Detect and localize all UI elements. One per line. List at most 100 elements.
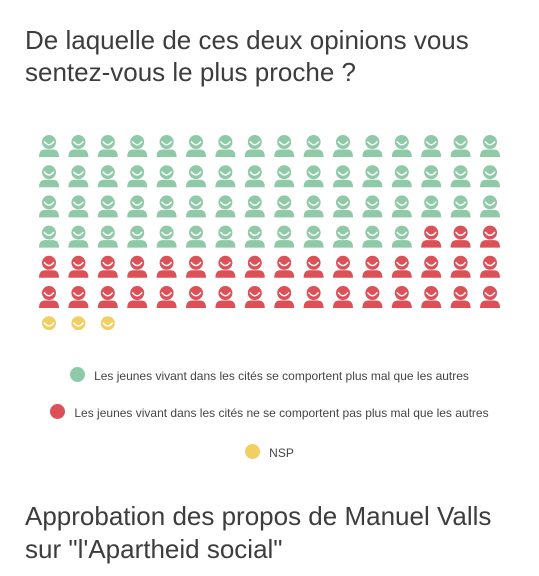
person-icon xyxy=(244,135,265,157)
person-icon xyxy=(156,225,177,248)
person-icon xyxy=(68,225,89,248)
person-icon xyxy=(480,225,500,248)
person-icon xyxy=(215,255,236,278)
person-icon xyxy=(244,286,265,308)
person-icon xyxy=(421,165,442,188)
person-icon xyxy=(303,286,324,308)
person-icon xyxy=(186,255,206,278)
person-icon xyxy=(97,195,118,218)
person-icon xyxy=(186,195,206,218)
legend-item-1[interactable]: Les jeunes vivant dans les cités se comp… xyxy=(0,367,539,383)
person-icon xyxy=(68,255,89,278)
person-icon xyxy=(244,195,265,218)
person-icon xyxy=(480,255,500,278)
person-icon xyxy=(391,286,412,308)
person-icon xyxy=(362,255,383,278)
person-icon xyxy=(421,255,442,278)
legend-item-2[interactable]: Les jeunes vivant dans les cités ne se c… xyxy=(0,404,539,420)
person-icon xyxy=(97,165,118,188)
person-icon xyxy=(127,165,148,188)
person-icon xyxy=(421,195,442,218)
person-icon xyxy=(186,135,206,157)
person-icon xyxy=(421,286,442,308)
person-icon xyxy=(450,225,471,248)
person-icon xyxy=(303,225,324,248)
person-icon xyxy=(156,135,177,157)
legend-dot-1 xyxy=(70,367,86,383)
person-icon xyxy=(39,286,59,308)
legend-item-3[interactable]: NSP xyxy=(0,444,539,460)
person-icon xyxy=(215,165,236,188)
person-icon xyxy=(333,165,353,188)
person-icon xyxy=(391,225,412,248)
person-icon xyxy=(274,195,295,218)
person-icon xyxy=(480,286,500,308)
person-icon xyxy=(391,255,412,278)
person-icon xyxy=(215,225,236,248)
person-icon xyxy=(127,135,148,157)
person-icon xyxy=(186,165,206,188)
person-icon xyxy=(362,286,383,308)
person-icon xyxy=(39,135,59,157)
person-icon xyxy=(71,316,86,330)
person-icon xyxy=(156,165,177,188)
person-icon xyxy=(450,255,471,278)
person-icon xyxy=(244,165,265,188)
legend-label-3: NSP xyxy=(269,445,294,460)
person-icon xyxy=(68,195,89,218)
person-icon xyxy=(186,286,206,308)
person-icon xyxy=(97,135,118,157)
person-icon xyxy=(127,195,148,218)
person-icon xyxy=(480,135,500,157)
person-icon xyxy=(450,286,471,308)
legend-label-1: Les jeunes vivant dans les cités se comp… xyxy=(94,368,469,383)
person-icon xyxy=(215,135,236,157)
person-icon xyxy=(391,135,412,157)
next-chart-title: Approbation des propos de Manuel Valls s… xyxy=(25,501,492,564)
pictogram-grid xyxy=(39,135,500,330)
person-icon xyxy=(421,225,442,248)
person-icon xyxy=(274,286,295,308)
person-icon xyxy=(156,195,177,218)
legend-dot-3 xyxy=(245,444,261,460)
person-icon xyxy=(97,225,118,248)
person-icon xyxy=(391,195,412,218)
person-icon xyxy=(480,195,500,218)
person-icon xyxy=(127,255,148,278)
person-icon xyxy=(97,255,118,278)
person-icon xyxy=(480,165,500,188)
legend-dot-2 xyxy=(50,404,66,420)
person-icon xyxy=(362,165,383,188)
person-icon xyxy=(333,225,353,248)
person-icon xyxy=(39,255,59,278)
person-icon xyxy=(421,135,442,157)
person-icon xyxy=(274,255,295,278)
person-icon xyxy=(127,225,148,248)
person-icon xyxy=(39,165,59,188)
person-icon xyxy=(303,255,324,278)
person-icon xyxy=(186,225,206,248)
person-icon xyxy=(68,135,89,157)
person-icon xyxy=(156,255,177,278)
chart-title: De laquelle de ces deux opinions vous se… xyxy=(25,25,469,87)
person-icon xyxy=(303,195,324,218)
person-icon xyxy=(156,286,177,308)
person-icon xyxy=(68,165,89,188)
person-icon xyxy=(450,165,471,188)
person-icon xyxy=(100,316,115,330)
person-icon xyxy=(333,255,353,278)
person-icon xyxy=(274,135,295,157)
person-icon xyxy=(333,195,353,218)
person-icon xyxy=(362,135,383,157)
person-icon xyxy=(362,225,383,248)
person-icon xyxy=(42,316,56,330)
person-icon xyxy=(274,165,295,188)
person-icon xyxy=(333,286,353,308)
person-icon xyxy=(215,195,236,218)
person-icon xyxy=(39,195,59,218)
person-icon xyxy=(97,286,118,308)
person-icon xyxy=(303,135,324,157)
person-icon xyxy=(450,195,471,218)
person-icon xyxy=(127,286,148,308)
person-icon xyxy=(362,195,383,218)
